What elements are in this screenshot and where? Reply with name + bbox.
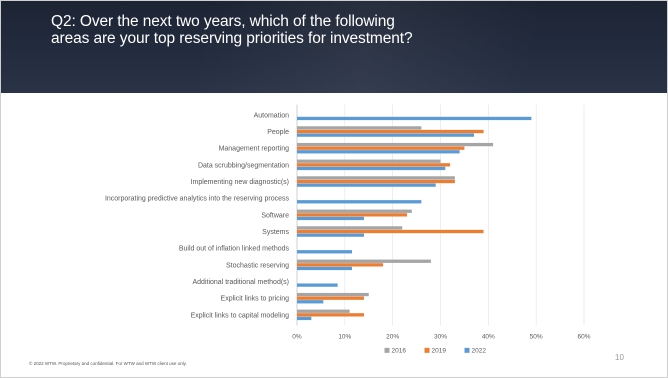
x-tick-label: 0% [292, 333, 302, 340]
category-label: People [267, 129, 289, 136]
category-label: Additional traditional method(s) [193, 279, 290, 286]
category-label: Management reporting [219, 146, 290, 153]
bar-2016 [297, 159, 441, 163]
category-label: Build out of inflation linked methods [179, 246, 290, 253]
bar-2016 [297, 226, 403, 230]
bar-2019 [297, 229, 484, 234]
x-tick-label: 30% [434, 333, 447, 340]
bar-2019 [297, 146, 465, 150]
bar-2022 [297, 316, 312, 321]
bar-2016 [297, 126, 422, 130]
category-label: Stochastic reserving [226, 262, 289, 269]
category-label: Data scrubbing/segmentation [198, 162, 289, 169]
bar-2022 [297, 116, 532, 121]
bar-2016 [297, 292, 369, 297]
x-tick-label: 40% [482, 333, 495, 340]
bar-2016 [297, 209, 412, 213]
legend-swatch-2016 [384, 347, 390, 353]
bar-2022 [297, 150, 460, 154]
bar-2019 [297, 213, 408, 217]
bar-2022 [297, 266, 353, 271]
bar-2016 [297, 259, 431, 263]
bar-2016 [297, 142, 494, 147]
category-label: Software [261, 212, 289, 219]
x-tick-label: 60% [577, 333, 590, 340]
bar-2016 [297, 176, 455, 180]
bar-2019 [297, 179, 455, 184]
bar-2022 [297, 133, 474, 137]
bar-2022 [297, 233, 364, 237]
x-tick-label: 50% [530, 333, 543, 340]
x-tick-label: 20% [386, 333, 399, 340]
bar-2019 [297, 313, 364, 317]
bar-2016 [297, 309, 350, 313]
bar-2019 [297, 263, 384, 267]
bar-2022 [297, 216, 364, 221]
category-label: Systems [262, 229, 289, 236]
bar-2019 [297, 296, 364, 300]
category-label: Incorporating predictive analytics into … [105, 196, 290, 203]
bar-2022 [297, 166, 446, 171]
bar-2019 [297, 129, 484, 134]
header-shading [1, 1, 667, 93]
category-label: Explicit links to pricing [221, 296, 290, 303]
legend-label-2022: 2022 [472, 347, 487, 354]
x-tick-label: 10% [338, 333, 351, 340]
category-label: Automation [254, 112, 290, 119]
legend-label-2016: 2016 [392, 347, 407, 354]
bar-2022 [297, 183, 436, 187]
bar-2022 [297, 283, 338, 287]
bar-2022 [297, 300, 324, 304]
footer-note: © 2022 WTW. Proprietary and confidential… [29, 361, 187, 366]
legend-label-2019: 2019 [432, 347, 447, 354]
page-number: 10 [615, 353, 624, 362]
category-label: Implementing new diagnostic(s) [191, 179, 289, 186]
slide-title-line-1: Q2: Over the next two years, which of th… [51, 13, 395, 30]
bar-2022 [297, 200, 422, 204]
slide-title-line-2: areas are your top reserving priorities … [51, 30, 413, 47]
slide-title: Q2: Over the next two years, which of th… [51, 13, 571, 47]
slide-header: Q2: Over the next two years, which of th… [1, 1, 667, 93]
legend-swatch-2022 [464, 347, 470, 353]
bar-2019 [297, 163, 451, 167]
bar-2022 [297, 250, 353, 254]
legend-swatch-2019 [424, 347, 430, 353]
category-label: Explicit links to capital modeling [191, 312, 290, 319]
